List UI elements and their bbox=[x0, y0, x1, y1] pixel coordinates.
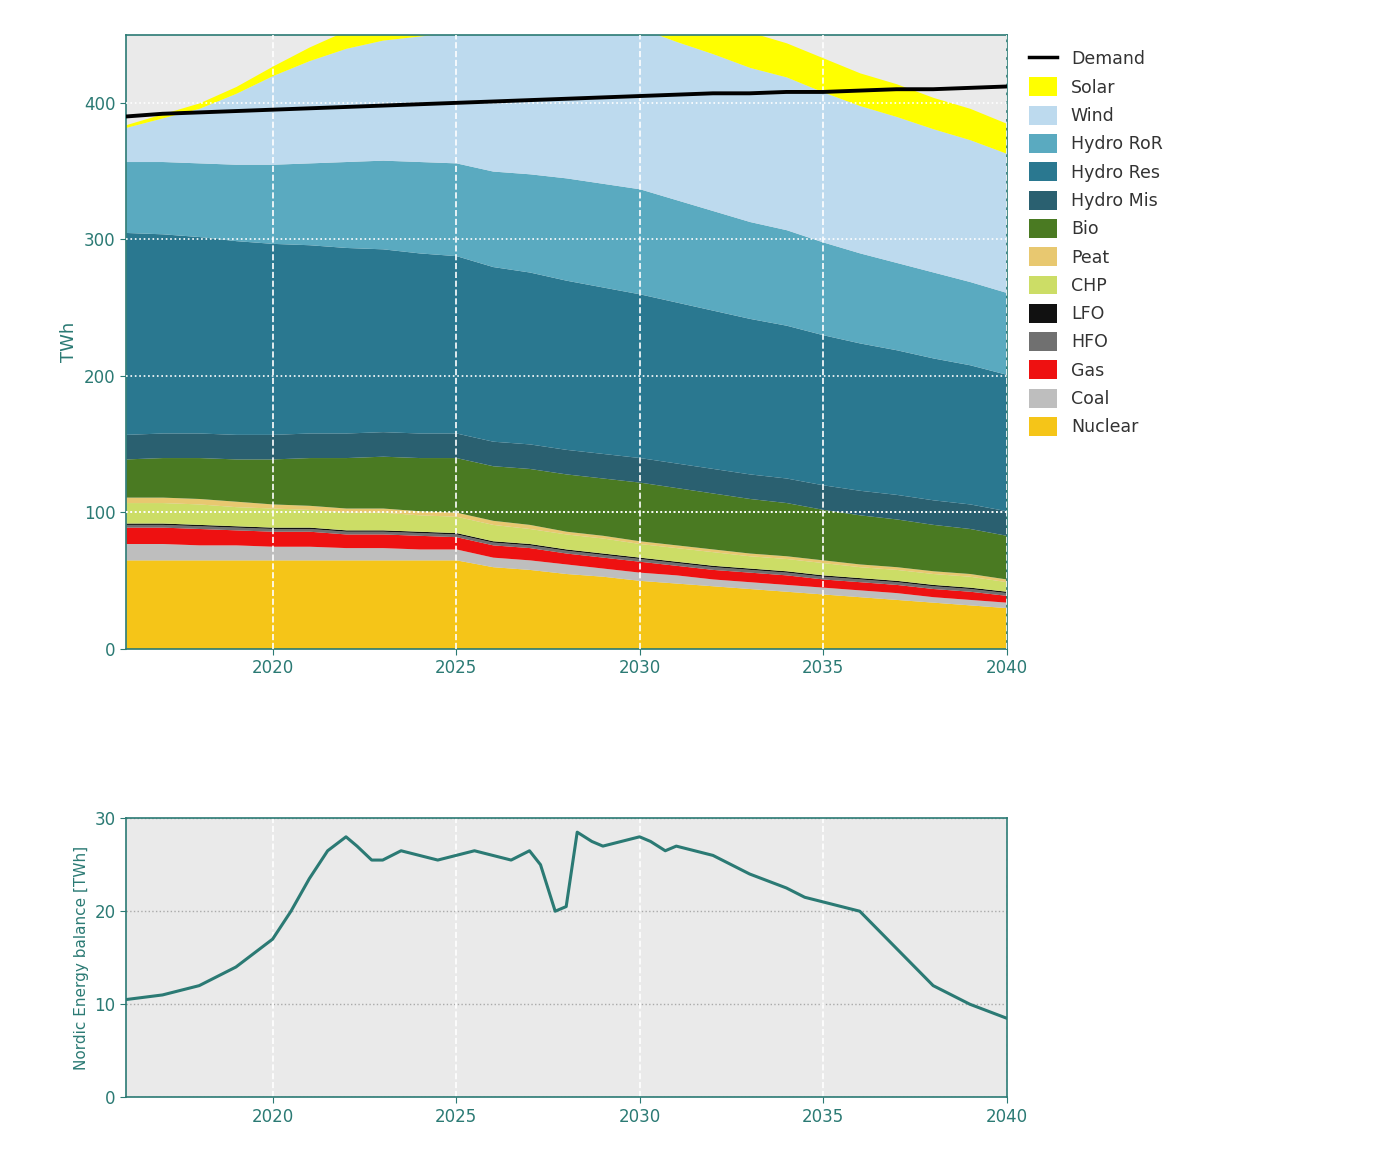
Y-axis label: TWh: TWh bbox=[60, 321, 78, 362]
Y-axis label: Nordic Energy balance [TWh]: Nordic Energy balance [TWh] bbox=[74, 845, 88, 1070]
Legend: Demand, Solar, Wind, Hydro RoR, Hydro Res, Hydro Mis, Bio, Peat, CHP, LFO, HFO, : Demand, Solar, Wind, Hydro RoR, Hydro Re… bbox=[1029, 50, 1163, 437]
